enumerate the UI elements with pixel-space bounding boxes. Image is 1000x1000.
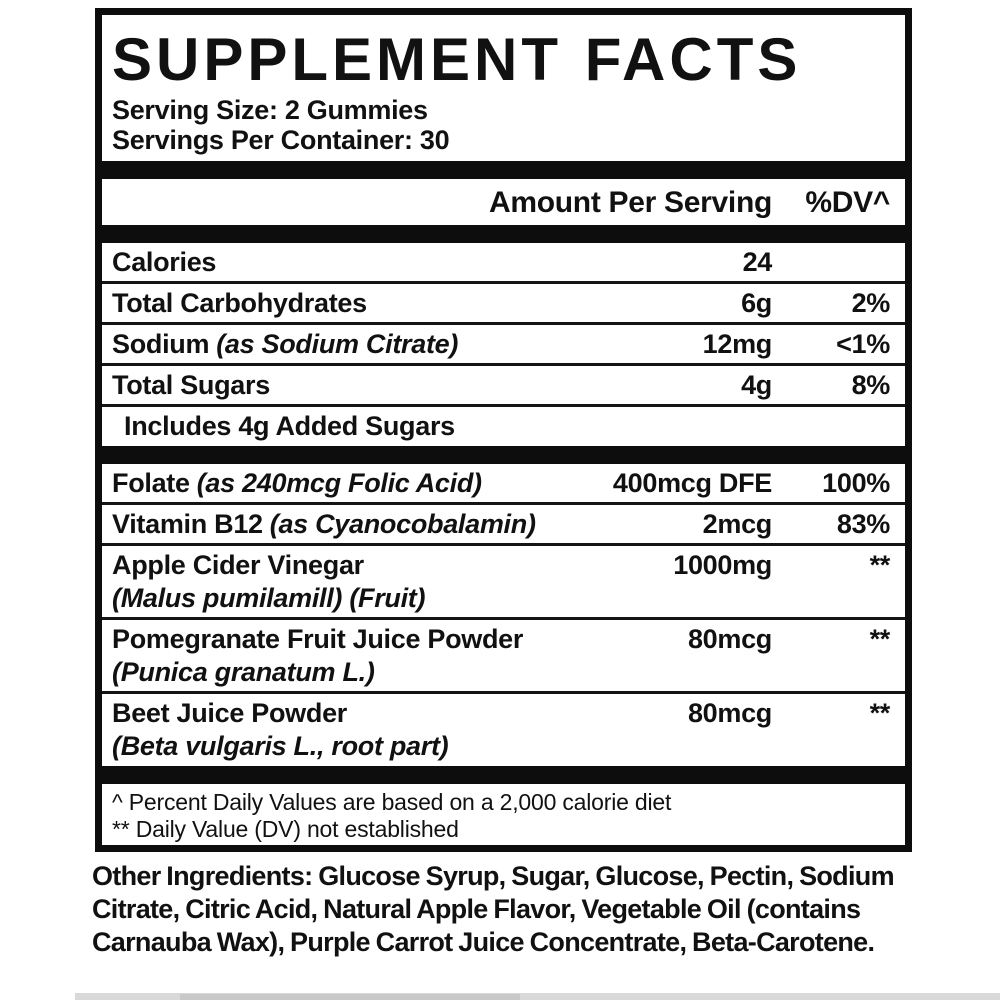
serving-info: Serving Size: 2 Gummies Servings Per Con…: [112, 95, 890, 155]
separator-bar: [102, 766, 905, 784]
separator-bar: [102, 161, 905, 179]
dv-value: 8%: [851, 370, 891, 400]
botanical-name: (Malus pumilamill) (Fruit): [112, 583, 426, 613]
table-row-total-carbohydrates: Total Carbohydrates 6g 2%: [102, 284, 905, 325]
dv-value: **: [869, 550, 891, 580]
amount-value: 80mcg: [687, 698, 772, 728]
footnote-dv-not-established: ** Daily Value (DV) not established: [112, 816, 459, 842]
panel-title: SUPPLEMENT FACTS: [112, 26, 802, 93]
amount-value: 400mcg DFE: [612, 468, 772, 498]
nutrient-name: Sodium: [112, 329, 210, 359]
nutrient-name: Pomegranate Fruit Juice Powder: [112, 624, 524, 654]
nutrient-name-detail: (as Sodium Citrate): [216, 329, 459, 359]
other-ingredients: Other Ingredients: Glucose Syrup, Sugar,…: [92, 861, 895, 957]
dv-value: **: [869, 698, 891, 728]
amount-value: 2mcg: [702, 509, 773, 539]
table-row-apple-cider-vinegar: Apple Cider Vinegar 1000mg ** (Malus pum…: [102, 546, 905, 620]
botanical-name: (Punica granatum L.): [112, 657, 375, 687]
nutrient-name: Calories: [112, 247, 217, 277]
dv-value: **: [869, 624, 891, 654]
nutrient-name: Total Sugars: [112, 370, 270, 400]
nutrient-name: Vitamin B12: [112, 509, 263, 539]
dv-value: 83%: [836, 509, 890, 539]
amount-value: 1000mg: [673, 550, 772, 580]
dv-value: <1%: [836, 329, 890, 359]
amount-column-header: Amount Per Serving: [489, 186, 772, 219]
table-row-beet-juice: Beet Juice Powder 80mcg ** (Beta vulgari…: [102, 694, 905, 766]
nutrient-name: Apple Cider Vinegar: [112, 550, 364, 580]
dv-value: 100%: [822, 468, 890, 498]
footnote-daily-values: ^ Percent Daily Values are based on a 2,…: [112, 789, 672, 815]
serving-size: Serving Size: 2 Gummies: [112, 95, 428, 125]
table-row-sodium: Sodium (as Sodium Citrate) 12mg <1%: [102, 325, 905, 366]
separator-bar: [102, 225, 905, 243]
table-row-calories: Calories 24: [102, 243, 905, 284]
supplement-facts-panel: SUPPLEMENT FACTS Serving Size: 2 Gummies…: [95, 8, 912, 852]
nutrient-name: Beet Juice Powder: [112, 698, 347, 728]
amount-value: 4g: [741, 370, 772, 400]
table-row-total-sugars: Total Sugars 4g 8%: [102, 366, 905, 407]
dv-value: 2%: [851, 288, 891, 318]
nutrient-name: Total Carbohydrates: [112, 288, 367, 318]
table-row-added-sugars: Includes 4g Added Sugars: [102, 407, 905, 446]
table-row-pomegranate: Pomegranate Fruit Juice Powder 80mcg ** …: [102, 620, 905, 694]
nutrient-name: Folate: [112, 468, 190, 498]
amount-value: 24: [742, 247, 773, 277]
amount-value: 6g: [741, 288, 772, 318]
amount-value: 12mg: [702, 329, 773, 359]
servings-per-container: Servings Per Container: 30: [112, 125, 450, 155]
botanical-name: (Beta vulgaris L., root part): [112, 731, 449, 761]
table-row-folate: Folate (as 240mcg Folic Acid) 400mcg DFE …: [102, 464, 905, 505]
column-header-row: Amount Per Serving %DV^: [112, 179, 890, 225]
nutrient-name: Includes 4g Added Sugars: [124, 411, 455, 441]
separator-bar: [102, 446, 905, 464]
bottom-strip: [75, 993, 1000, 1000]
footnotes: ^ Percent Daily Values are based on a 2,…: [112, 784, 890, 843]
nutrient-name-detail: (as 240mcg Folic Acid): [196, 468, 482, 498]
amount-value: 80mcg: [687, 624, 772, 654]
bottom-strip-segment: [180, 994, 520, 1000]
table-row-vitamin-b12: Vitamin B12 (as Cyanocobalamin) 2mcg 83%: [102, 505, 905, 546]
nutrient-name-detail: (as Cyanocobalamin): [269, 509, 536, 539]
dv-column-header: %DV^: [805, 186, 890, 219]
